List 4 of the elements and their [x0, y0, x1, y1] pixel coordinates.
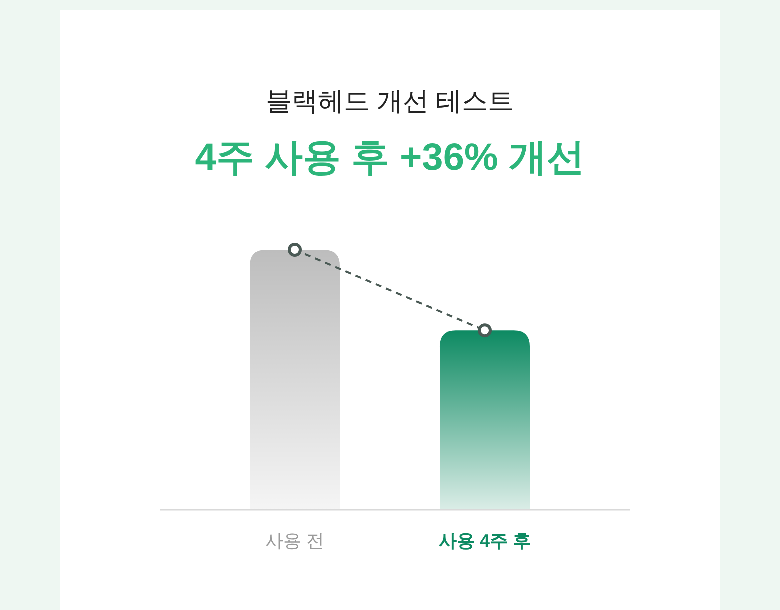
chart-subtitle: 4주 사용 후 +36% 개선: [195, 137, 585, 179]
x-tick-label: 사용 전: [265, 531, 325, 551]
chart-title: 블랙헤드 개선 테스트: [266, 86, 514, 116]
x-tick-label: 사용 4주 후: [438, 531, 532, 551]
